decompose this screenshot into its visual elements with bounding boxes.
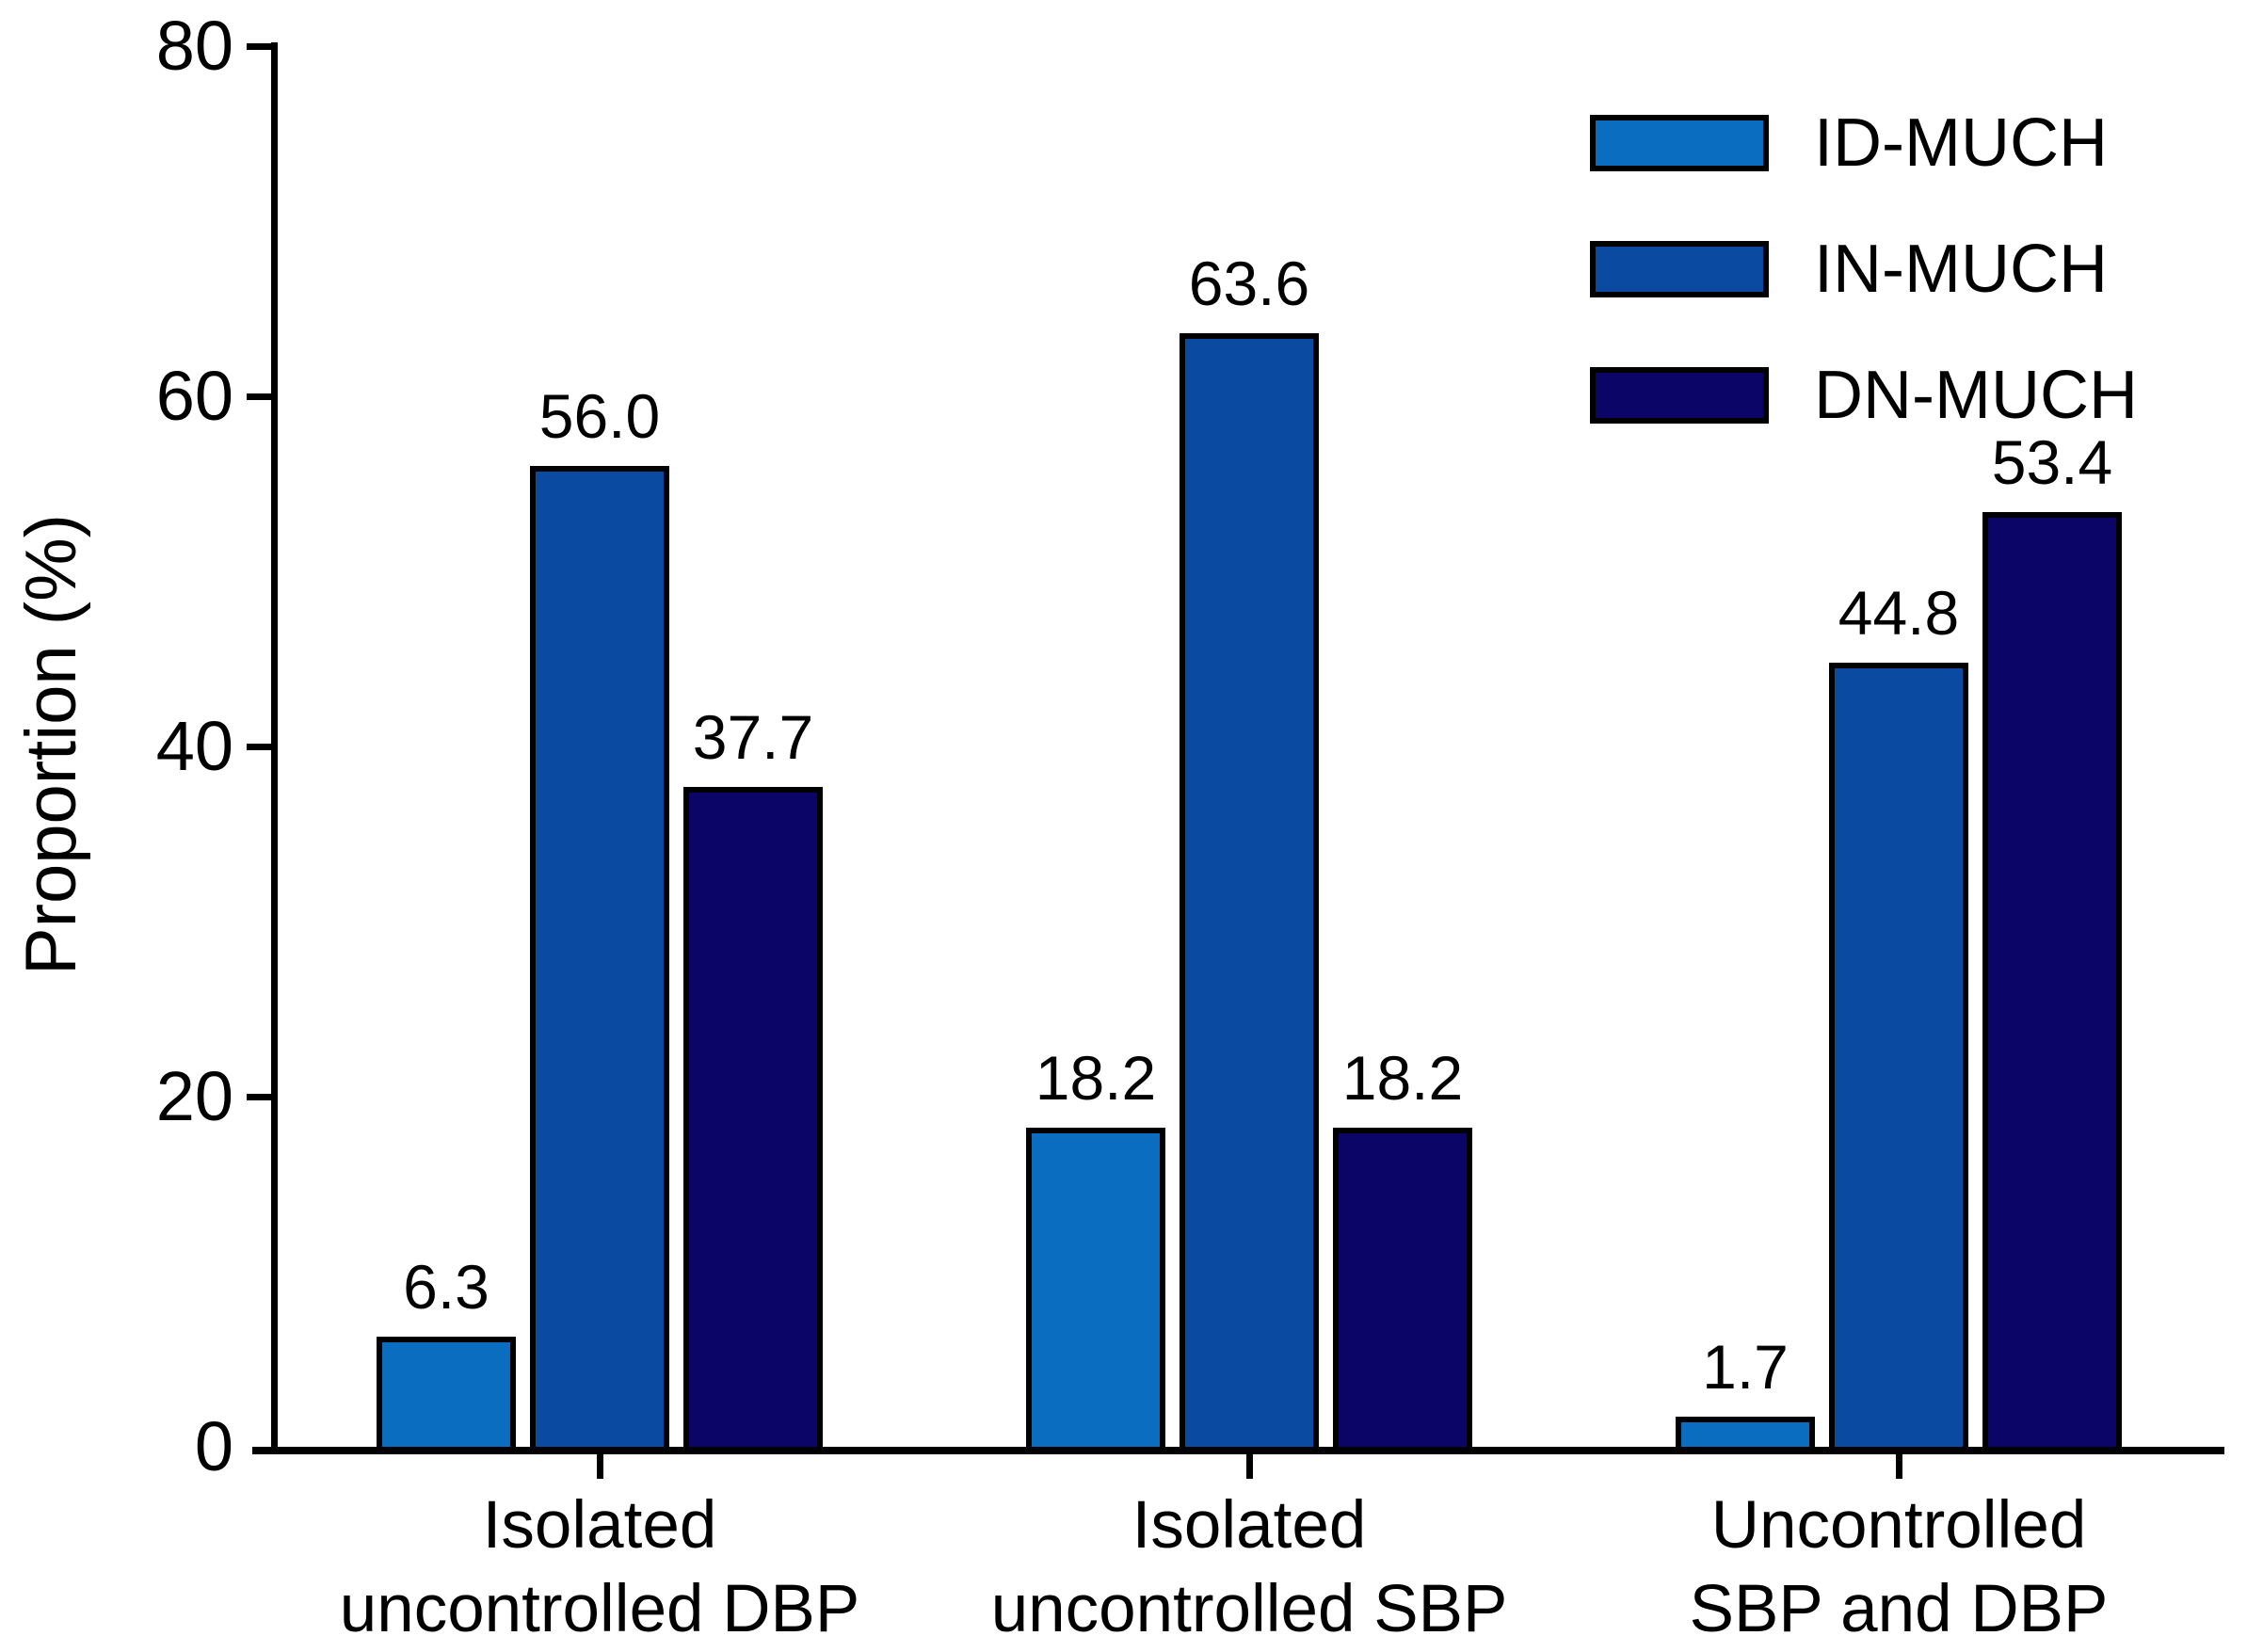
x-category-label: Isolated uncontrolled DBP bbox=[148, 1484, 1051, 1651]
bar-value-label: 1.7 bbox=[1702, 1332, 1789, 1403]
bar-dn-much bbox=[1333, 1128, 1472, 1452]
x-tick-mark bbox=[1246, 1454, 1253, 1479]
legend-swatch bbox=[1590, 367, 1769, 424]
x-tick-mark bbox=[597, 1454, 603, 1479]
x-category-label: Uncontrolled SBP and DBP bbox=[1447, 1484, 2247, 1651]
y-tick-label: 0 bbox=[194, 1407, 233, 1485]
bar-dn-much bbox=[683, 786, 823, 1452]
x-category-label-line: Isolated bbox=[482, 1488, 717, 1563]
x-axis-line bbox=[252, 1447, 2224, 1454]
bar-in-much bbox=[530, 466, 669, 1452]
y-tick-mark bbox=[247, 744, 275, 750]
y-tick-label: 80 bbox=[155, 7, 233, 85]
legend-label: ID-MUCH bbox=[1814, 105, 2108, 181]
legend-label: IN-MUCH bbox=[1814, 232, 2108, 307]
bar-value-label: 53.4 bbox=[1991, 426, 2113, 497]
x-category-label: Isolated uncontrolled SBP bbox=[797, 1484, 1701, 1651]
bar-id-much bbox=[1026, 1128, 1165, 1452]
y-tick-label: 40 bbox=[155, 707, 233, 785]
y-axis-line bbox=[271, 42, 278, 1453]
legend-swatch bbox=[1590, 115, 1769, 171]
bar-in-much bbox=[1180, 333, 1319, 1452]
bar-value-label: 63.6 bbox=[1188, 249, 1310, 319]
y-tick-mark bbox=[247, 393, 275, 400]
legend: ID-MUCH IN-MUCH DN-MUCH bbox=[1590, 109, 2138, 493]
y-tick-label: 20 bbox=[155, 1057, 233, 1135]
legend-label: DN-MUCH bbox=[1814, 358, 2138, 433]
legend-swatch bbox=[1590, 241, 1769, 297]
y-tick-mark bbox=[247, 43, 275, 50]
bar-id-much bbox=[377, 1336, 516, 1452]
bar-value-label: 18.2 bbox=[1035, 1043, 1157, 1114]
bar-value-label: 44.8 bbox=[1838, 577, 1960, 648]
bar-value-label: 56.0 bbox=[538, 381, 661, 452]
legend-item: ID-MUCH bbox=[1590, 109, 2138, 177]
y-tick-mark bbox=[247, 1094, 275, 1100]
legend-item: IN-MUCH bbox=[1590, 235, 2138, 303]
legend-item: DN-MUCH bbox=[1590, 361, 2138, 429]
y-tick-label: 60 bbox=[155, 357, 233, 435]
bar-in-much bbox=[1829, 662, 1968, 1452]
x-tick-mark bbox=[1896, 1454, 1902, 1479]
x-category-label-line: SBP and DBP bbox=[1689, 1572, 2109, 1646]
x-category-label-line: Isolated bbox=[1132, 1488, 1367, 1563]
x-category-label-line: uncontrolled SBP bbox=[990, 1572, 1508, 1646]
bar-value-label: 37.7 bbox=[692, 701, 814, 772]
x-category-label-line: Uncontrolled bbox=[1710, 1488, 2087, 1563]
bar-dn-much bbox=[1982, 511, 2122, 1452]
bar-value-label: 6.3 bbox=[403, 1251, 490, 1322]
bar-value-label: 18.2 bbox=[1341, 1043, 1464, 1114]
x-category-label-line: uncontrolled DBP bbox=[339, 1572, 860, 1646]
